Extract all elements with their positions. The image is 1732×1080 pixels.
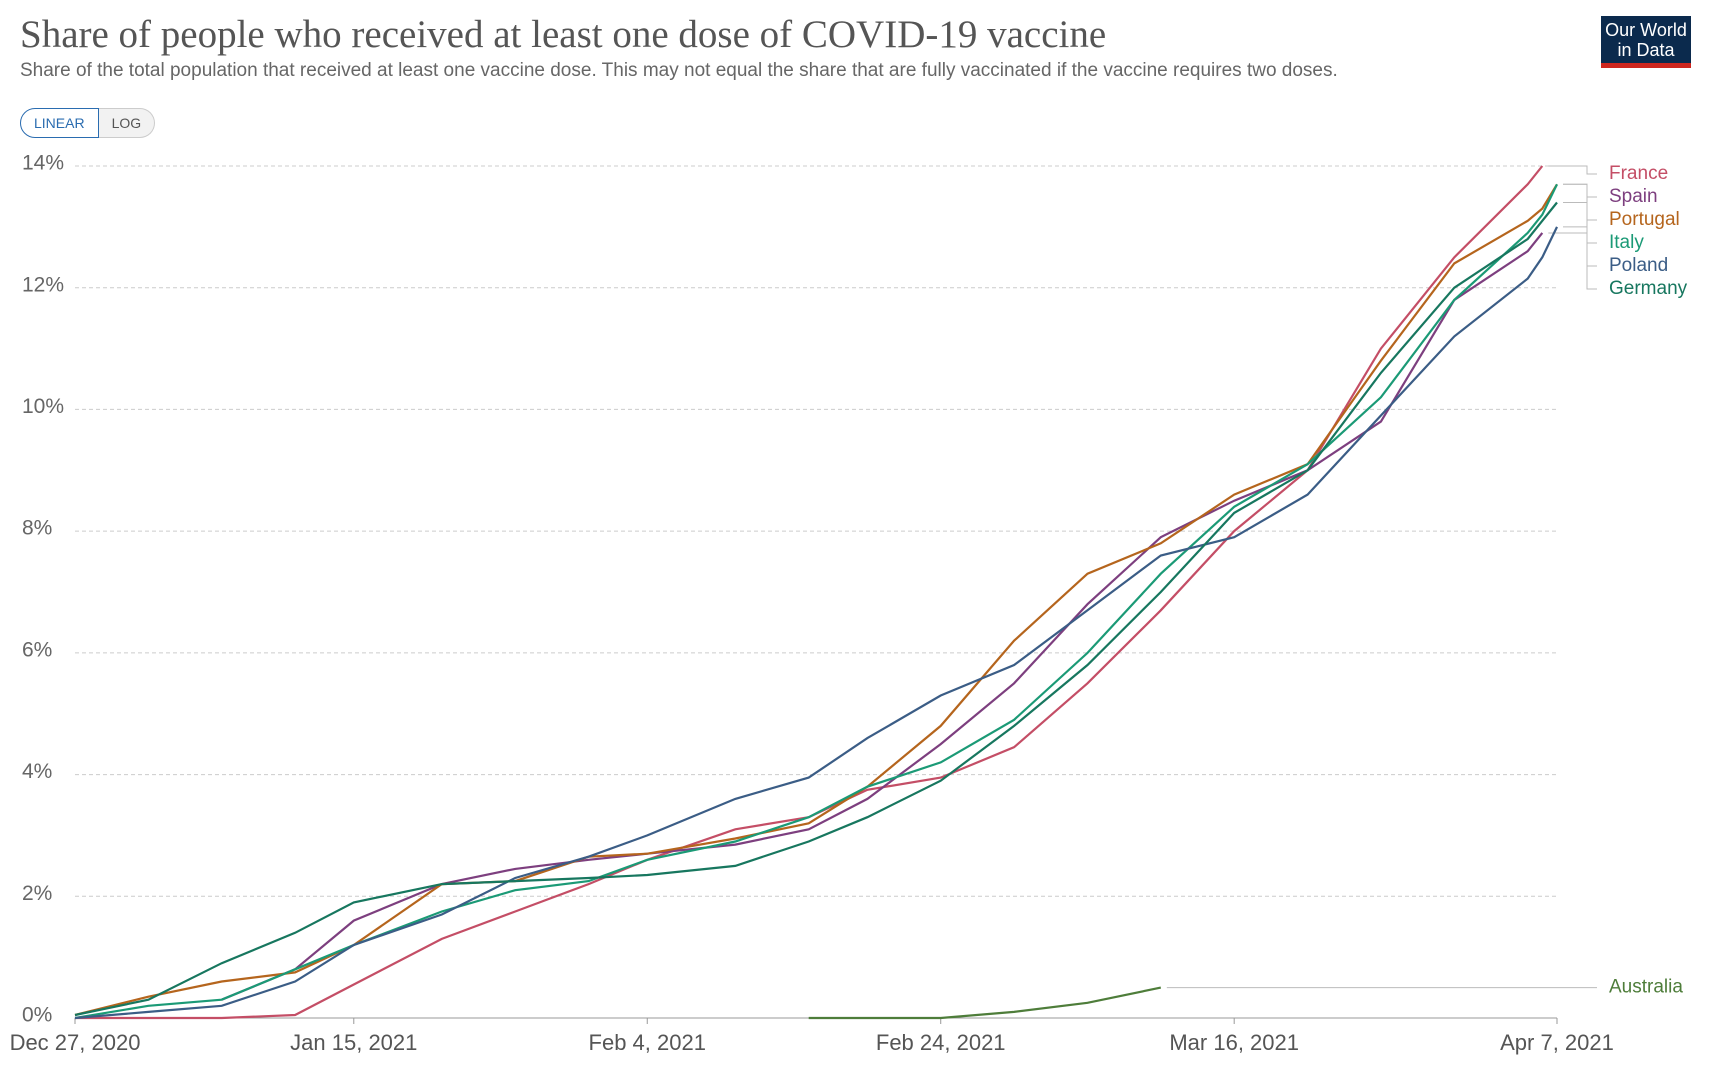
log-button[interactable]: LOG — [98, 108, 156, 138]
logo-line: Our World — [1605, 20, 1687, 40]
label-connector — [1563, 183, 1597, 244]
series-line — [74, 183, 1558, 1017]
y-tick-label: 2% — [22, 882, 52, 905]
y-tick-label: 4% — [22, 760, 52, 783]
label-connector — [1563, 202, 1597, 290]
title: Share of people who received at least on… — [20, 13, 1107, 56]
y-tick-label: 0% — [22, 1004, 52, 1027]
x-tick-label: Mar 16, 2021 — [1169, 1030, 1299, 1055]
logo-line: in Data — [1617, 40, 1675, 60]
series-label: Australia — [1609, 977, 1683, 998]
x-tick-label: Apr 7, 2021 — [1500, 1030, 1614, 1055]
y-tick-label: 10% — [22, 395, 64, 418]
x-tick-label: Jan 15, 2021 — [290, 1030, 417, 1055]
subtitle: Share of the total population that recei… — [20, 60, 1338, 81]
series-label: Italy — [1609, 232, 1644, 253]
label-connector — [1548, 196, 1597, 234]
series-line — [808, 986, 1162, 1020]
series-line — [74, 183, 1558, 1020]
scale-toggle: LINEAR LOG — [20, 108, 156, 138]
series-label: Spain — [1609, 186, 1658, 207]
linear-button[interactable]: LINEAR — [20, 108, 99, 138]
series-line — [75, 165, 1544, 1020]
series-line — [74, 201, 1558, 1017]
series-line — [221, 232, 1544, 1001]
y-tick-label: 12% — [22, 273, 64, 296]
series-label: Portugal — [1609, 209, 1680, 230]
label-connector — [1563, 183, 1597, 221]
y-tick-label: 14% — [22, 152, 64, 175]
series-label: Germany — [1609, 278, 1688, 299]
series-line — [74, 226, 1558, 1020]
x-tick-label: Feb 24, 2021 — [876, 1030, 1006, 1055]
logo[interactable]: Our World in Data — [1601, 16, 1691, 68]
series-label: Poland — [1609, 255, 1668, 276]
label-connector — [1548, 165, 1597, 175]
x-tick-label: Feb 4, 2021 — [589, 1030, 706, 1055]
series-label: France — [1609, 163, 1668, 184]
y-tick-label: 8% — [22, 517, 52, 540]
x-tick-label: Dec 27, 2020 — [10, 1030, 141, 1055]
y-tick-label: 6% — [22, 638, 52, 661]
label-connector — [1563, 226, 1597, 267]
